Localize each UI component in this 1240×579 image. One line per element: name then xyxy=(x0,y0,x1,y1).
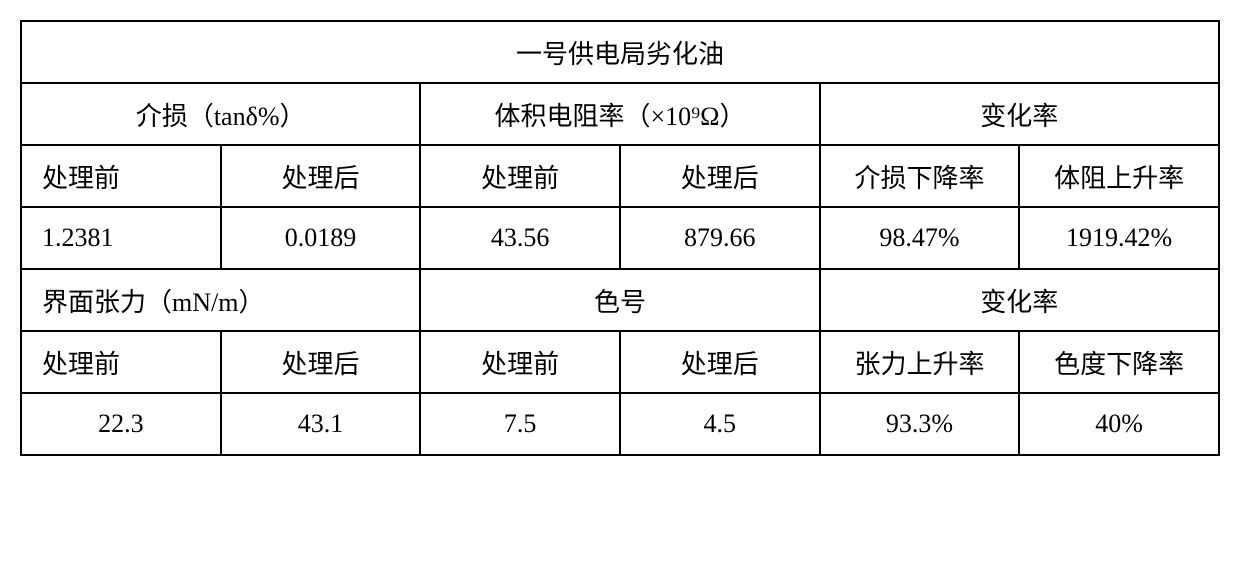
section1-row1-c2: 处理后 xyxy=(221,145,421,207)
section2-row1-c6: 色度下降率 xyxy=(1019,331,1219,393)
section1-header1: 介损（tanδ%） xyxy=(21,83,420,145)
section2-row2-c5: 93.3% xyxy=(820,393,1020,455)
section1-row2-c2: 0.0189 xyxy=(221,207,421,269)
table-title: 一号供电局劣化油 xyxy=(21,21,1219,83)
section1-row2-c3: 43.56 xyxy=(420,207,620,269)
section1-row1-c3: 处理前 xyxy=(420,145,620,207)
section2-row1-c5: 张力上升率 xyxy=(820,331,1020,393)
section1-row2-c4: 879.66 xyxy=(620,207,820,269)
section2-row2-c1: 22.3 xyxy=(21,393,221,455)
section2-row1-c1: 处理前 xyxy=(21,331,221,393)
section1-row1-c5: 介损下降率 xyxy=(820,145,1020,207)
section2-row2-c6: 40% xyxy=(1019,393,1219,455)
section2-header1: 界面张力（mN/m） xyxy=(21,269,420,331)
section1-header3: 变化率 xyxy=(820,83,1219,145)
section1-row1-c1: 处理前 xyxy=(21,145,221,207)
section2-row1-c2: 处理后 xyxy=(221,331,421,393)
section2-row2-c4: 4.5 xyxy=(620,393,820,455)
section2-row2-c2: 43.1 xyxy=(221,393,421,455)
section1-row2-c1: 1.2381 xyxy=(21,207,221,269)
section2-row2-c3: 7.5 xyxy=(420,393,620,455)
section2-row1-c3: 处理前 xyxy=(420,331,620,393)
section1-row2-c6: 1919.42% xyxy=(1019,207,1219,269)
section1-row1-c6: 体阻上升率 xyxy=(1019,145,1219,207)
section1-row1-c4: 处理后 xyxy=(620,145,820,207)
section2-header2: 色号 xyxy=(420,269,819,331)
section2-row1-c4: 处理后 xyxy=(620,331,820,393)
section1-row2-c5: 98.47% xyxy=(820,207,1020,269)
oil-properties-table: 一号供电局劣化油 介损（tanδ%） 体积电阻率（×10⁹Ω） 变化率 处理前 … xyxy=(20,20,1220,456)
section1-header2: 体积电阻率（×10⁹Ω） xyxy=(420,83,819,145)
section2-header3: 变化率 xyxy=(820,269,1219,331)
